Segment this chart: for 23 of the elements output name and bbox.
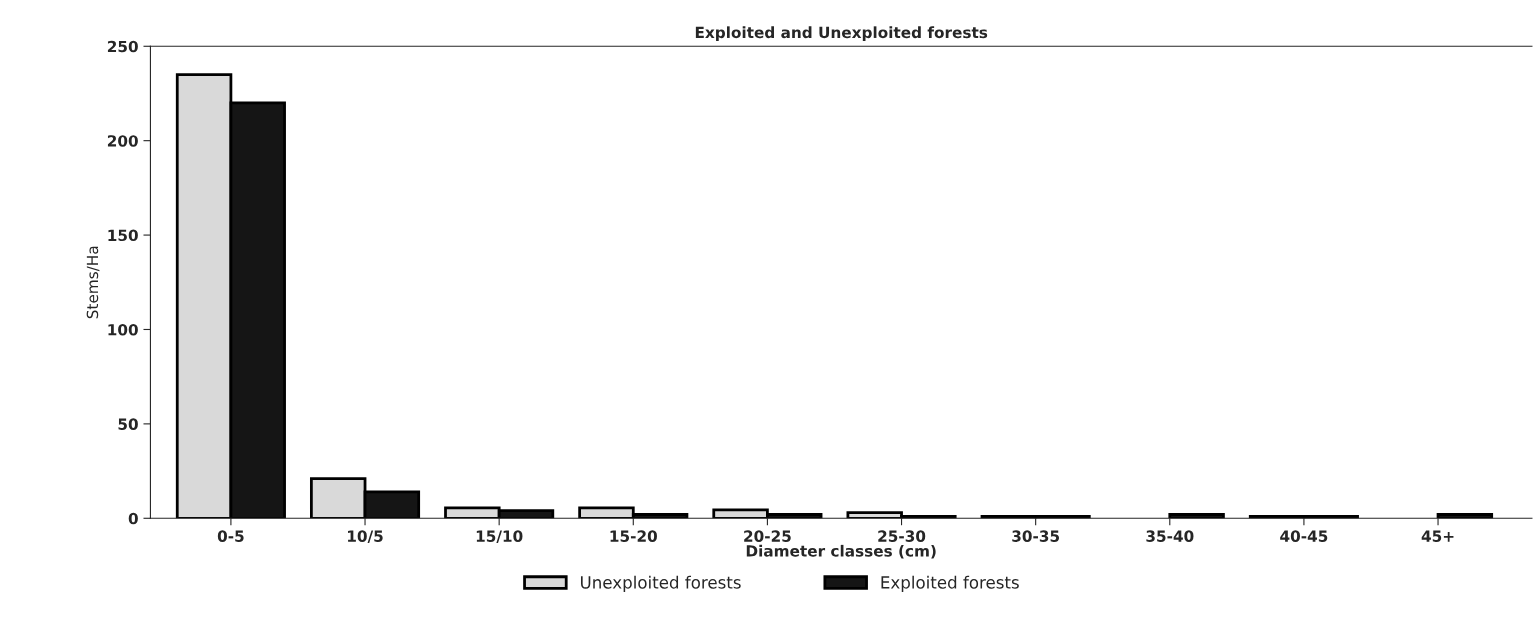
x-tick-label: 25-30 [878, 530, 926, 542]
x-tick-label: 20-25 [744, 530, 791, 542]
x-tick-label: 45+ [1421, 530, 1454, 542]
x-tick-label: 15/10 [476, 530, 523, 544]
x-tick-label: 30-35 [1012, 530, 1060, 542]
x-tick-label: 35-40 [1146, 530, 1194, 542]
y-tick-label: 100 [108, 323, 138, 336]
bar [1436, 513, 1494, 519]
chart-title: Exploited and Unexploited forests [695, 26, 988, 42]
y-tick-label: 250 [107, 40, 138, 53]
legend-label: Exploited forests [881, 575, 1019, 592]
bar [1168, 513, 1225, 519]
x-tick-label: 15-20 [610, 530, 657, 542]
x-tick-label: 40-45 [1280, 530, 1328, 542]
y-tick-label: 50 [118, 418, 138, 430]
y-tick-label: 150 [108, 229, 138, 242]
x-tick-label: 10/5 [348, 530, 383, 544]
y-tick-label: 200 [107, 135, 138, 147]
x-tick-label: 0-5 [217, 530, 244, 542]
x-axis-title: Diameter classes (cm) [746, 544, 936, 559]
y-tick-label: 0 [128, 512, 138, 525]
legend-label: Unexploited forests [580, 575, 741, 592]
y-axis-title: Stems/Ha [86, 246, 100, 319]
